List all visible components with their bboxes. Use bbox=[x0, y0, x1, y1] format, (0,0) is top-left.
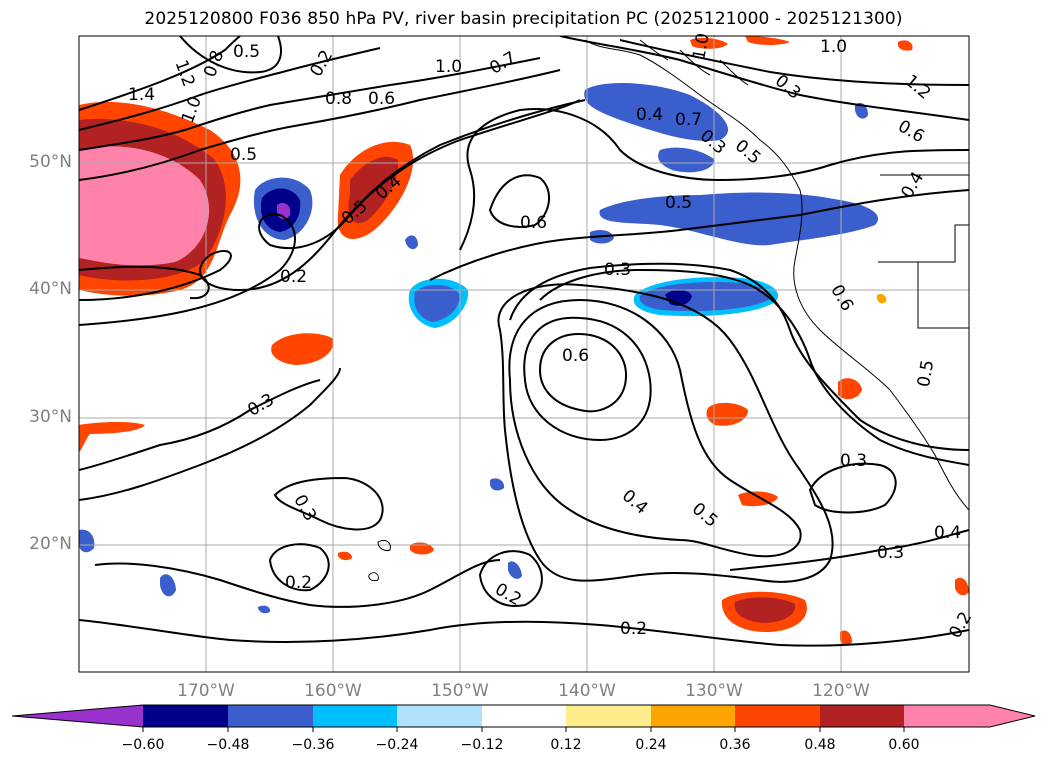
lon-label: 120°W bbox=[812, 681, 870, 701]
positive-anomaly-region bbox=[898, 40, 913, 51]
colorbar-swatch bbox=[228, 705, 313, 727]
colorbar-swatch bbox=[566, 705, 651, 727]
contour-label: 1.4 bbox=[128, 85, 155, 105]
precipitation-fills bbox=[79, 36, 969, 646]
contour-label: 0.2 bbox=[620, 619, 647, 639]
lat-label: 50°N bbox=[29, 152, 72, 172]
contour-label: 0.3 bbox=[289, 491, 320, 524]
colorbar-swatch bbox=[397, 705, 482, 727]
colorbar-tick-label: 0.60 bbox=[888, 737, 920, 753]
negative-anomaly-region bbox=[160, 574, 176, 597]
positive-anomaly-region bbox=[955, 577, 969, 596]
colorbar-tick-label: −0.48 bbox=[206, 737, 250, 753]
negative-anomaly-region bbox=[584, 83, 729, 141]
map-title: 2025120800 F036 850 hPa PV, river basin … bbox=[144, 9, 903, 29]
contour-label: 0.5 bbox=[688, 499, 722, 532]
lat-label: 30°N bbox=[29, 407, 72, 427]
lon-label: 140°W bbox=[558, 681, 616, 701]
positive-anomaly-region bbox=[410, 542, 434, 555]
contour-label: 0.4 bbox=[636, 105, 663, 125]
colorbar-tick-label: 0.48 bbox=[804, 737, 836, 753]
colorbar bbox=[11, 704, 1036, 732]
pv-contours bbox=[79, 36, 969, 647]
contour-label: 0.5 bbox=[233, 42, 260, 62]
colorbar-tick-label: 0.24 bbox=[635, 737, 667, 753]
contour-label: 0.6 bbox=[826, 281, 857, 314]
colorbar-tick-label: −0.60 bbox=[121, 737, 165, 753]
colorbar-tick-label: 0.12 bbox=[550, 737, 582, 753]
positive-anomaly-region bbox=[877, 293, 887, 304]
colorbar-tick-label: −0.36 bbox=[291, 737, 335, 753]
colorbar-swatch bbox=[820, 705, 904, 727]
lon-label: 170°W bbox=[177, 681, 235, 701]
contour-label: 0.3 bbox=[604, 260, 631, 280]
contour-label: 0.8 bbox=[325, 89, 352, 109]
negative-anomaly-region bbox=[405, 235, 418, 250]
contour-label: 0.7 bbox=[486, 48, 519, 79]
contour-labels: 1.4 1.2 1.0 0.8 0.5 0.5 0.2 1.0 0.8 0.6 … bbox=[128, 32, 976, 642]
contour-label: 0.2 bbox=[945, 609, 976, 642]
positive-anomaly-region bbox=[271, 333, 334, 365]
positive-anomaly-region bbox=[838, 378, 862, 400]
contour-label: 0.3 bbox=[244, 390, 277, 421]
positive-anomaly-region bbox=[840, 630, 852, 646]
contour-label: 1.0 bbox=[178, 94, 206, 126]
contour-label: 0.7 bbox=[675, 110, 702, 130]
negative-anomaly-region bbox=[414, 284, 460, 322]
contour-label: 0.6 bbox=[520, 213, 547, 233]
map-frame bbox=[78, 35, 970, 673]
lon-label: 150°W bbox=[431, 681, 489, 701]
negative-anomaly-region bbox=[490, 478, 505, 491]
positive-anomaly-region bbox=[79, 146, 210, 266]
colorbar-extend-high bbox=[904, 705, 1035, 727]
lon-label: 130°W bbox=[685, 681, 743, 701]
contour-label: 0.5 bbox=[731, 136, 765, 169]
contour-label: 1.2 bbox=[171, 57, 199, 89]
negative-anomaly-region bbox=[658, 147, 715, 173]
colorbar-swatch bbox=[735, 705, 820, 727]
positive-anomaly-region bbox=[734, 597, 796, 623]
contour-label: 0.6 bbox=[368, 89, 395, 109]
positive-anomaly-region bbox=[745, 36, 790, 45]
colorbar-swatch bbox=[143, 705, 228, 727]
graticule bbox=[79, 36, 969, 672]
contour-label: 0.5 bbox=[665, 193, 692, 213]
contour-label: 0.6 bbox=[562, 346, 589, 366]
colorbar-extend-low bbox=[12, 705, 143, 727]
negative-anomaly-region bbox=[508, 561, 522, 579]
contour-label: 0.2 bbox=[280, 267, 307, 287]
negative-anomaly-region bbox=[79, 529, 95, 553]
positive-anomaly-region bbox=[79, 421, 145, 452]
negative-anomaly-region bbox=[855, 102, 868, 119]
lat-label: 20°N bbox=[29, 534, 72, 554]
contour-label: 1.0 bbox=[435, 57, 462, 77]
negative-anomaly-region bbox=[258, 605, 271, 614]
contour-label: 1.2 bbox=[901, 71, 935, 104]
colorbar-swatch bbox=[482, 705, 566, 727]
lat-label: 40°N bbox=[29, 279, 72, 299]
contour-label: 1.0 bbox=[820, 37, 847, 57]
colorbar-tick-label: −0.12 bbox=[460, 737, 504, 753]
contour-label: 0.5 bbox=[914, 359, 938, 389]
negative-anomaly-region bbox=[599, 192, 879, 246]
contour-label: 0.2 bbox=[285, 573, 312, 593]
colorbar-swatch bbox=[651, 705, 735, 727]
positive-anomaly-region bbox=[338, 551, 352, 561]
contour-label: 0.4 bbox=[618, 486, 652, 519]
colorbar-tick-label: 0.36 bbox=[719, 737, 751, 753]
colorbar-swatch bbox=[313, 705, 397, 727]
contour-label: 0.5 bbox=[230, 145, 257, 165]
positive-anomaly-region bbox=[690, 37, 728, 49]
contour-label: 0.8 bbox=[200, 48, 228, 80]
lon-label: 160°W bbox=[304, 681, 362, 701]
contour-label: 1.0 bbox=[689, 32, 713, 62]
contour-label: 0.4 bbox=[934, 523, 961, 543]
colorbar-tick-label: −0.24 bbox=[375, 737, 419, 753]
contour-label: 0.3 bbox=[877, 543, 904, 563]
positive-anomaly-region bbox=[706, 402, 748, 426]
contour-label: 0.3 bbox=[840, 451, 867, 471]
contour-label: 0.6 bbox=[894, 116, 927, 147]
